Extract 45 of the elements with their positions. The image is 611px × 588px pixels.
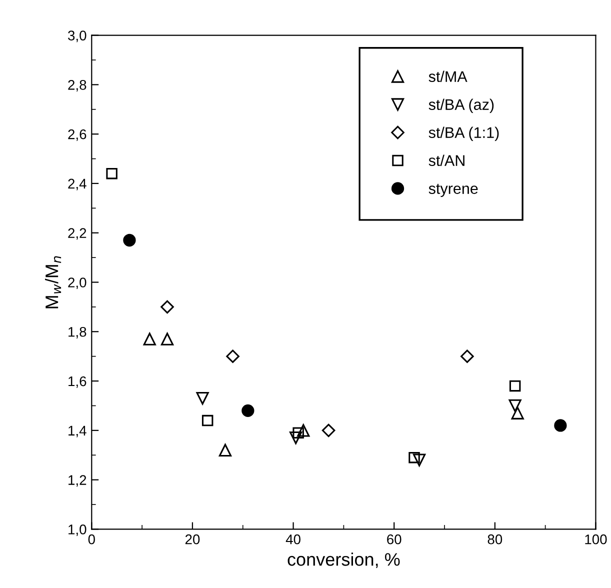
point <box>408 452 420 464</box>
x-tick-label: 20 <box>185 534 200 544</box>
point <box>106 168 118 180</box>
y-tick-label: 3,0 <box>68 30 86 42</box>
point <box>508 399 522 412</box>
x-axis-title: conversion, % <box>288 552 400 568</box>
point <box>322 424 336 438</box>
legend-label: st/BA (az) <box>428 98 494 113</box>
point <box>196 392 209 405</box>
legend-label: st/AN <box>428 154 464 166</box>
legend-label: st/MA <box>428 70 468 82</box>
point <box>202 414 214 426</box>
point <box>218 444 232 456</box>
legend-label: st/BA (1:1) <box>428 126 499 141</box>
point <box>509 380 521 392</box>
point <box>226 350 240 363</box>
point <box>511 406 524 420</box>
point <box>412 454 426 466</box>
y-axis-title: M$_{w}$/M$_{n}$ <box>45 256 62 308</box>
point <box>460 350 474 363</box>
x-tick-label: 80 <box>488 534 502 544</box>
y-tick-label: 2,0 <box>68 278 86 290</box>
point <box>160 332 174 346</box>
y-tick-label: 1,0 <box>68 524 86 536</box>
point <box>297 424 310 437</box>
point <box>292 427 304 439</box>
point <box>160 300 174 314</box>
y-tick-label: 1,6 <box>68 376 86 388</box>
y-tick-label: 2,8 <box>68 80 86 92</box>
point <box>123 234 136 247</box>
legend-label: styrene <box>428 184 478 197</box>
y-tick-label: 2,2 <box>68 228 86 240</box>
x-tick-label: 100 <box>585 534 607 544</box>
x-tick-label: 40 <box>286 534 300 544</box>
point <box>554 419 567 432</box>
point <box>242 404 254 417</box>
x-tick-label: 60 <box>387 534 402 544</box>
y-tick-label: 2,6 <box>68 129 86 141</box>
y-tick-label: 1,4 <box>68 426 86 438</box>
point <box>143 332 156 346</box>
y-tick-label: 1,8 <box>68 326 86 338</box>
point <box>289 432 302 444</box>
y-tick-label: 1,2 <box>68 475 86 487</box>
y-tick-label: 2,4 <box>68 178 86 190</box>
x-tick-label: 0 <box>88 534 95 544</box>
